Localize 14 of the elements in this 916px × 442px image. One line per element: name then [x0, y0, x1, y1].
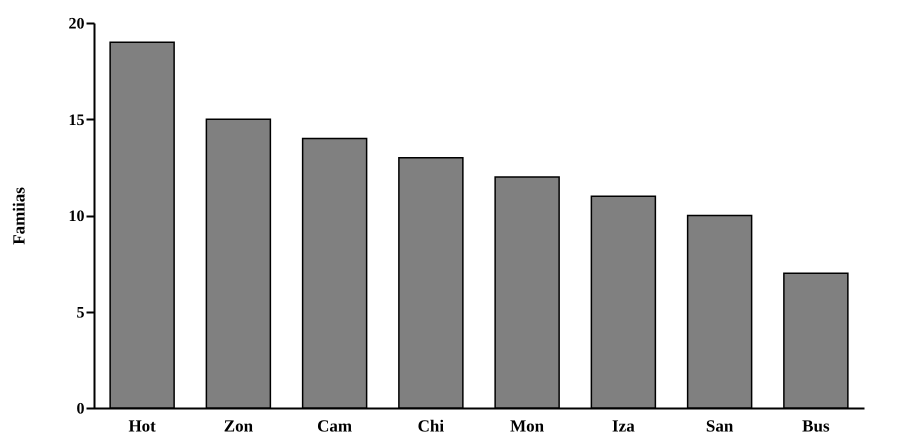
x-tick-label: Zon	[224, 416, 254, 436]
y-tick-label: 0	[76, 400, 84, 418]
x-tick-label: Bus	[802, 416, 830, 436]
x-tick-label: Hot	[128, 416, 156, 436]
x-tick-label: San	[706, 416, 734, 436]
x-tick-label: Iza	[612, 416, 636, 436]
y-tick-label: 15	[68, 112, 84, 129]
x-tick-label: Chi	[418, 416, 444, 436]
x-tick-label: Mon	[510, 416, 545, 436]
y-axis-title: Famiias	[10, 186, 28, 245]
x-tick-label: Cam	[317, 416, 352, 436]
y-tick-label: 10	[68, 208, 84, 225]
y-tick-label: 20	[68, 16, 84, 32]
y-tick-label: 5	[76, 304, 84, 322]
